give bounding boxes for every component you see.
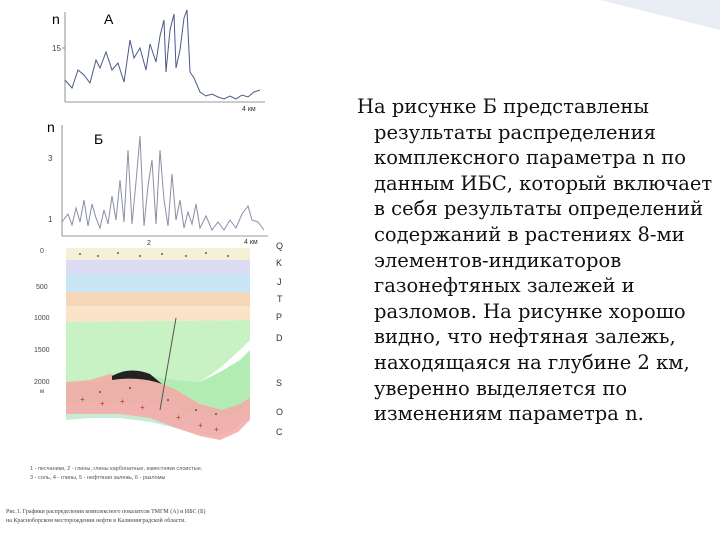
depth-tick-2000: 2000 — [34, 379, 50, 386]
depth-unit: м — [40, 389, 44, 395]
svg-text:+: + — [176, 413, 181, 422]
layer-label-o: O — [276, 407, 283, 417]
legend-line-1: 1 - песчаники, 2 - глины, глины карбонат… — [30, 466, 203, 472]
panel-b-x-tick-2: 2 — [147, 240, 151, 247]
layer-label-p: P — [276, 312, 282, 322]
layer-t-fill — [66, 292, 250, 306]
layer-k-fill — [66, 260, 250, 274]
panel-b-axis-label: n — [47, 119, 55, 135]
panel-b-label: Б — [94, 131, 103, 147]
panel-b-y-tick-1: 1 — [48, 215, 53, 224]
panel-a-axis-label: n — [52, 11, 60, 27]
panel-a-label: А — [104, 11, 114, 27]
svg-text:+: + — [140, 403, 145, 412]
layer-label-q: Q — [276, 241, 283, 251]
layer-d-fill — [66, 320, 250, 384]
panel-a-x-tick: 4 км — [242, 106, 256, 113]
svg-text:+: + — [100, 399, 105, 408]
svg-text:+: + — [214, 425, 219, 434]
legend-line-2: 3 - соль, 4 - глины, 5 - нефтяная залежь… — [30, 475, 166, 481]
caption-line-2: на Красноборском месторождении нефти в К… — [6, 518, 186, 524]
figure-caption: Рис.1. Графики распределения комплексног… — [6, 508, 326, 526]
panel-b-y-tick-3: 3 — [48, 154, 53, 163]
slide-corner-decoration — [600, 0, 720, 30]
panel-b-x-tick-4: 4 км — [244, 239, 258, 246]
svg-text:+: + — [120, 397, 125, 406]
panel-b-curve — [61, 135, 265, 231]
layer-label-t: T — [277, 294, 283, 304]
layer-label-d: D — [276, 333, 283, 343]
layer-label-s: S — [276, 378, 282, 388]
cross-section: + + + + + + + — [66, 248, 250, 440]
layer-j-fill — [66, 274, 250, 292]
figure-legend: 1 - песчаники, 2 - глины, глины карбонат… — [30, 465, 270, 483]
caption-line-1: Рис.1. Графики распределения комплексног… — [6, 509, 206, 515]
layer-label-c: C — [276, 427, 283, 437]
fault-line — [159, 317, 177, 411]
oil-deposit — [112, 370, 162, 384]
depth-tick-1000: 1000 — [34, 315, 50, 322]
depth-tick-500: 500 — [36, 284, 48, 291]
geology-figure: n А 15 4 км n Б 3 1 2 4 км + + + + + — [34, 9, 283, 440]
panel-a-curve — [64, 9, 261, 100]
layer-label-j: J — [277, 277, 282, 287]
layer-c-fill — [66, 374, 250, 440]
layer-p-fill — [66, 306, 250, 322]
layer-q-fill — [66, 248, 250, 260]
depth-tick-1500: 1500 — [34, 347, 50, 354]
svg-text:+: + — [80, 395, 85, 404]
slide-body-text: На рисунке Б представлены результаты рас… — [357, 95, 713, 426]
layer-label-k: K — [276, 258, 282, 268]
panel-a-y-tick: 15 — [52, 44, 61, 53]
svg-text:+: + — [198, 421, 203, 430]
depth-tick-0: 0 — [40, 248, 44, 255]
